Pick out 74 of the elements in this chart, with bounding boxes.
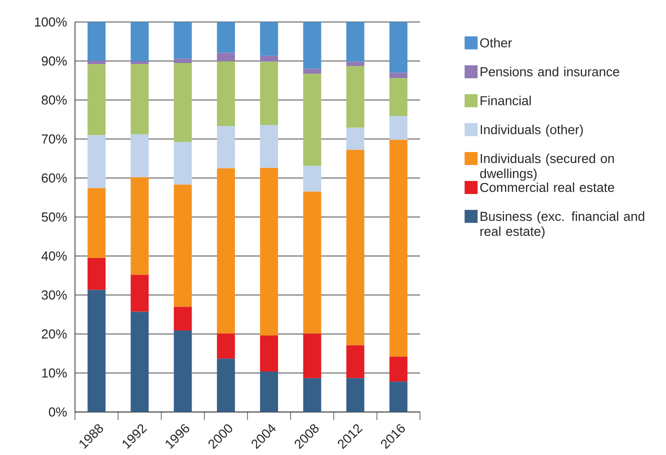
bar bbox=[216, 358, 235, 412]
bar bbox=[260, 371, 278, 412]
bar bbox=[216, 22, 235, 53]
bar bbox=[303, 68, 322, 74]
bar bbox=[346, 22, 364, 62]
y-tick-label: 30% bbox=[42, 290, 67, 300]
bar bbox=[389, 140, 408, 357]
bar bbox=[88, 135, 106, 188]
bar bbox=[389, 78, 408, 116]
bar bbox=[130, 274, 149, 312]
bar bbox=[174, 330, 192, 412]
bar bbox=[346, 150, 364, 346]
bar bbox=[346, 66, 364, 128]
y-tick-label: 100% bbox=[34, 17, 67, 27]
y-tick-label: 90% bbox=[42, 56, 67, 66]
bar bbox=[174, 142, 192, 185]
bar bbox=[174, 184, 192, 307]
bar bbox=[389, 382, 408, 412]
bar bbox=[303, 192, 322, 334]
bar bbox=[260, 56, 278, 62]
bar bbox=[389, 116, 408, 140]
bar bbox=[303, 166, 322, 192]
bar bbox=[130, 134, 149, 178]
y-tick-label: 80% bbox=[42, 95, 67, 105]
bar bbox=[130, 22, 149, 62]
bar bbox=[174, 22, 192, 59]
legend-label: Other bbox=[480, 38, 512, 48]
bar bbox=[389, 22, 408, 73]
bar bbox=[346, 345, 364, 378]
bar bbox=[303, 74, 322, 166]
legend-label: Pensions and insurance bbox=[480, 66, 620, 76]
bar bbox=[216, 52, 235, 62]
bar bbox=[88, 258, 106, 290]
legend-label: Individuals (secured on dwellings) bbox=[480, 154, 614, 181]
bar bbox=[216, 168, 235, 334]
bar bbox=[130, 61, 149, 64]
bar bbox=[130, 177, 149, 275]
bar bbox=[346, 378, 364, 412]
bar bbox=[260, 124, 278, 168]
y-tick-label: 70% bbox=[42, 134, 67, 144]
bar bbox=[216, 126, 235, 168]
bar bbox=[303, 22, 322, 69]
bar bbox=[260, 168, 278, 336]
bar bbox=[303, 334, 322, 378]
bar bbox=[88, 188, 106, 258]
bar bbox=[174, 62, 192, 142]
bar bbox=[88, 290, 106, 412]
y-tick-label: 20% bbox=[42, 329, 67, 339]
bar bbox=[216, 61, 235, 126]
bar bbox=[389, 72, 408, 78]
bar bbox=[260, 336, 278, 372]
bar bbox=[88, 64, 106, 136]
bar bbox=[303, 378, 322, 412]
bar bbox=[88, 60, 106, 64]
legend-label: Financial bbox=[480, 96, 531, 106]
y-tick-label: 60% bbox=[42, 173, 67, 183]
bar bbox=[130, 64, 149, 134]
y-tick-label: 0% bbox=[48, 407, 67, 417]
y-tick-label: 50% bbox=[42, 212, 67, 222]
bar bbox=[130, 312, 149, 412]
bar bbox=[389, 356, 408, 382]
bar bbox=[260, 22, 278, 56]
legend-label: Business (exc. financial and real estate) bbox=[480, 211, 644, 239]
bar bbox=[346, 128, 364, 150]
bar bbox=[174, 306, 192, 330]
bar bbox=[88, 22, 106, 61]
bar bbox=[174, 58, 192, 63]
bar bbox=[216, 334, 235, 359]
y-tick-label: 40% bbox=[41, 251, 67, 261]
y-tick-label: 10% bbox=[42, 368, 67, 378]
legend-label: Commercial real estate bbox=[480, 182, 614, 192]
legend-label: Individuals (other) bbox=[480, 124, 583, 137]
bar bbox=[346, 62, 364, 66]
bar bbox=[260, 62, 278, 125]
